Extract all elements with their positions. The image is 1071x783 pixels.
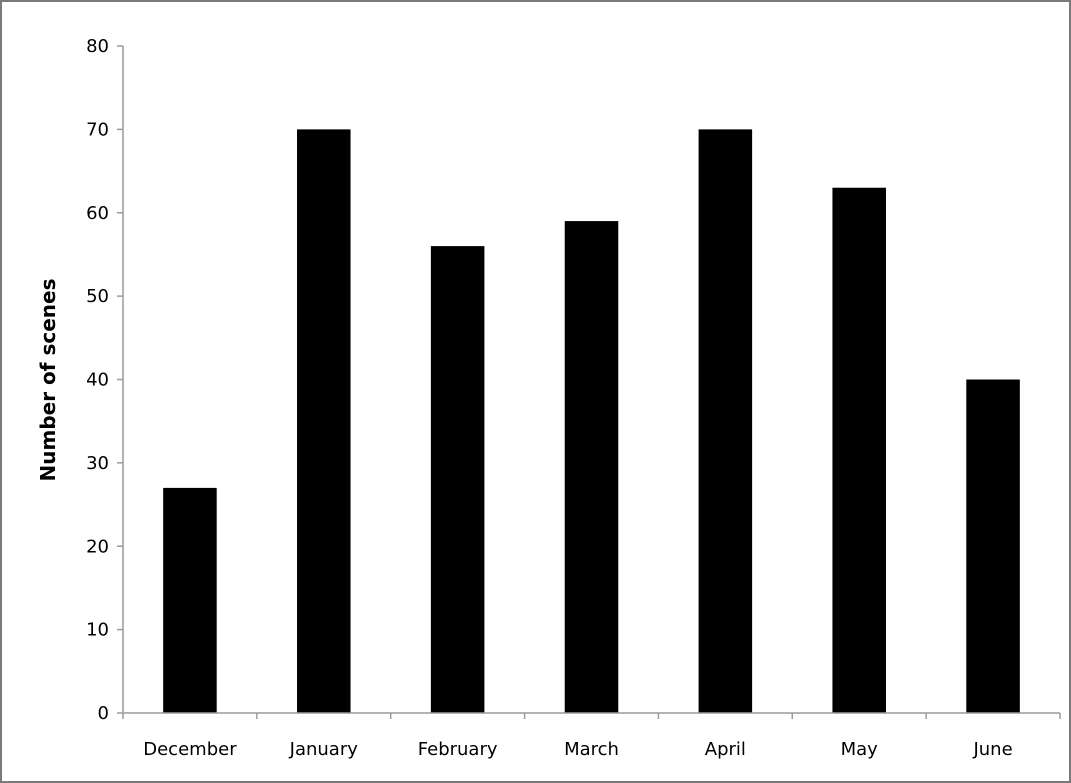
y-tick-label: 60 (86, 203, 109, 224)
y-axis-title: Number of scenes (36, 279, 60, 482)
x-axis-ticks (122, 713, 1061, 719)
x-tick-label-march: March (564, 739, 619, 760)
bar-may (832, 187, 886, 714)
y-tick-label: 70 (86, 119, 109, 140)
y-tick-label: 40 (86, 370, 109, 391)
y-tick-label: 30 (86, 453, 109, 474)
bar-december (163, 487, 217, 713)
y-tick-label: 0 (98, 703, 109, 724)
x-tick-label-april: April (705, 739, 746, 760)
bar-june (966, 379, 1020, 713)
y-tick-label: 20 (86, 536, 109, 557)
x-tick-label-february: February (418, 739, 498, 760)
bars (163, 129, 1020, 714)
y-tick-label: 50 (86, 286, 109, 307)
bar-april (698, 129, 753, 713)
x-tick-label-june: June (972, 739, 1012, 760)
x-tick-label-january: January (289, 739, 359, 760)
bar-february (430, 246, 485, 713)
x-tick-label-december: December (143, 739, 237, 760)
bar-january (297, 129, 351, 713)
x-tick-label-may: May (841, 739, 879, 760)
axes (122, 46, 1060, 714)
y-axis-ticks (117, 45, 123, 714)
bar-march (564, 221, 619, 713)
labels: 0 10 20 30 40 50 60 70 80 December January February… (86, 36, 1013, 760)
y-tick-label: 10 (86, 620, 109, 641)
y-tick-label: 80 (86, 36, 109, 57)
